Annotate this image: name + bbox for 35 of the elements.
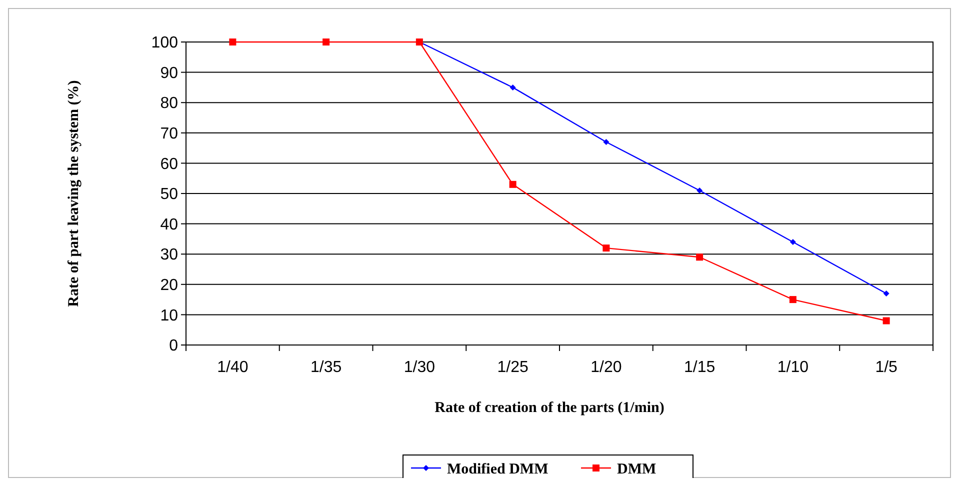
y-tick-label: 20 <box>160 277 178 294</box>
point <box>509 180 516 188</box>
point <box>603 138 610 145</box>
x-tick-label: 1/35 <box>310 359 342 376</box>
x-tick-label: 1/10 <box>777 359 809 376</box>
x-tick-label: 1/30 <box>404 359 436 376</box>
legend-label: DMM <box>617 461 656 478</box>
y-tick-label: 90 <box>160 64 178 82</box>
y-tick-label: 30 <box>160 246 178 264</box>
point <box>789 296 796 304</box>
y-tick-label: 50 <box>160 186 178 204</box>
x-tick-label: 1/40 <box>217 359 248 376</box>
x-axis-title: Rate of creation of the parts (1/min) <box>434 400 664 416</box>
x-tick-label: 1/20 <box>590 359 622 376</box>
point <box>882 317 890 324</box>
point <box>696 187 703 194</box>
point <box>883 290 890 296</box>
y-tick-label: 80 <box>160 95 178 112</box>
x-tick-label: 1/25 <box>497 359 528 376</box>
y-tick-label: 70 <box>160 126 178 142</box>
y-tick-label: 60 <box>160 156 178 173</box>
point <box>229 38 236 46</box>
point <box>602 244 610 252</box>
legend-label: Modified DMM <box>447 461 548 478</box>
point <box>790 238 796 245</box>
y-tick-label: 40 <box>160 216 178 234</box>
y-tick-label: 100 <box>151 34 178 52</box>
point <box>322 38 330 46</box>
y-tick-label: 10 <box>160 307 178 324</box>
x-tick-label: 1/5 <box>875 359 898 376</box>
point <box>510 84 516 90</box>
point <box>696 254 704 261</box>
x-tick-label: 1/15 <box>684 359 716 376</box>
y-axis-title: Rate of part leaving the system (%) <box>66 80 82 307</box>
y-tick-label: 0 <box>169 338 178 355</box>
